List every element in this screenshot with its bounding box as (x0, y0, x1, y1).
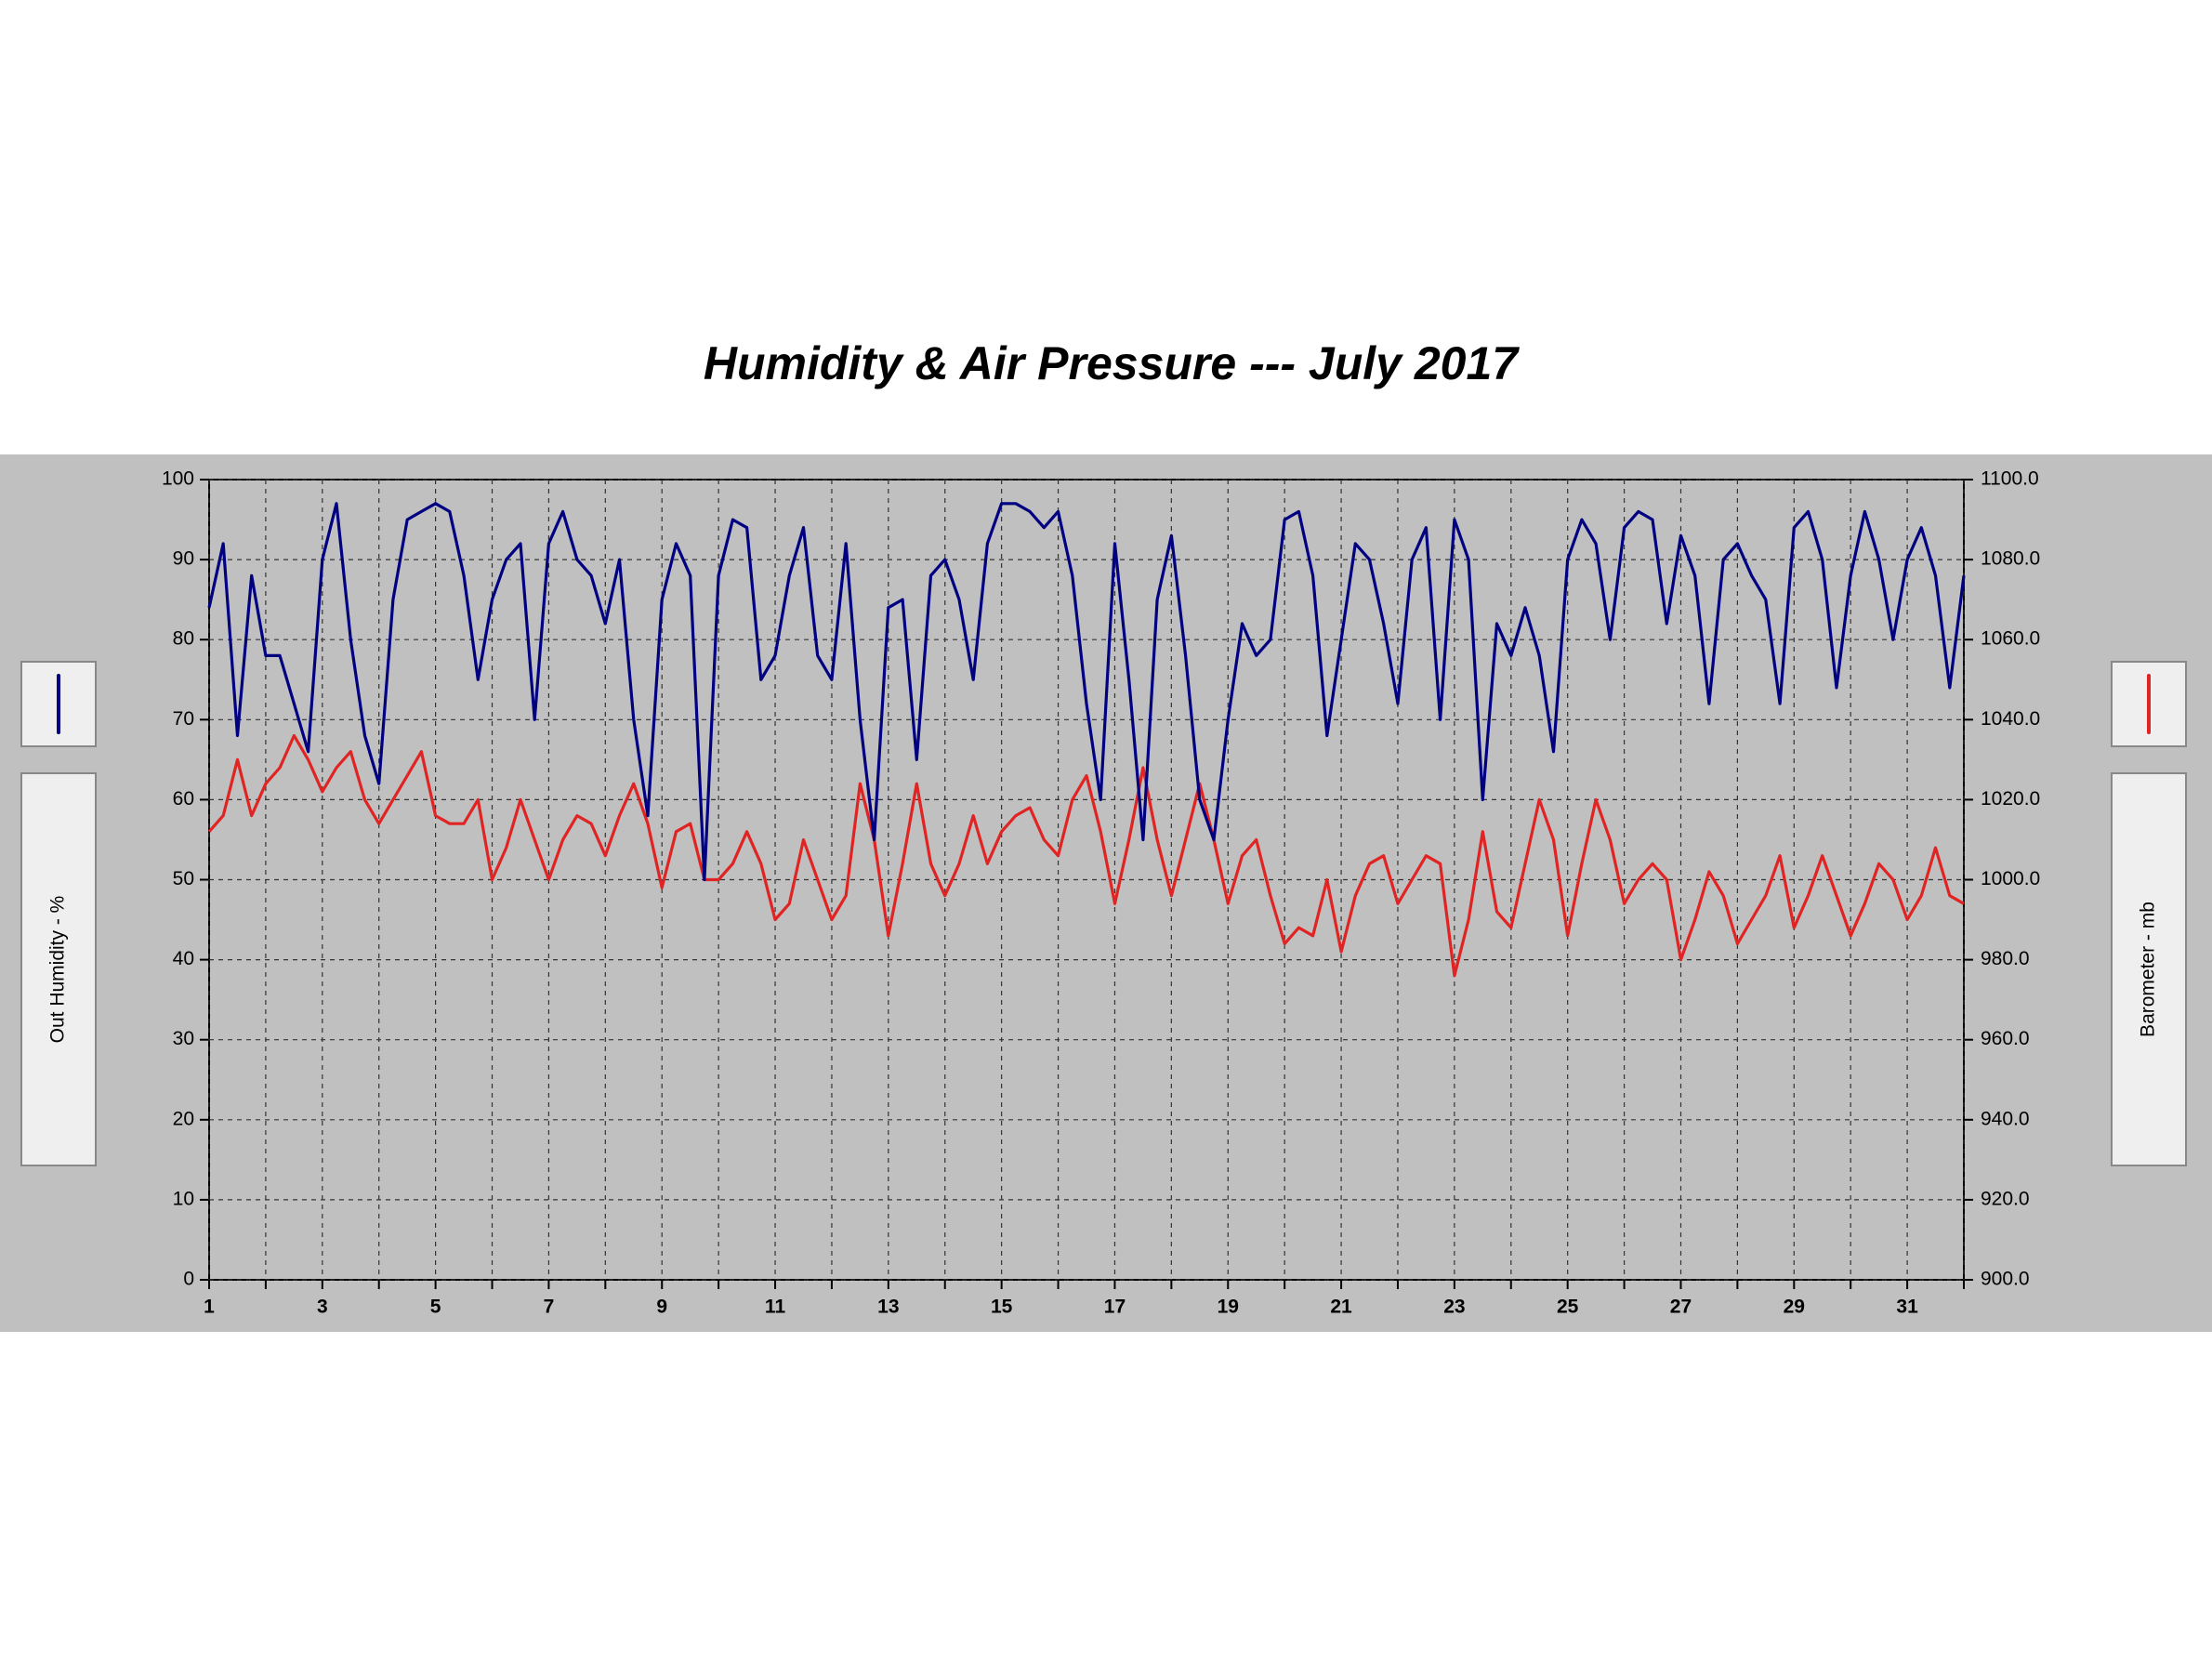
x-tick-label: 1 (204, 1297, 215, 1318)
chart-title: Humidity & Air Pressure --- July 2017 (704, 337, 1520, 389)
y2-tick-label: 1080.0 (1981, 548, 2040, 570)
y2-tick-label: 920.0 (1981, 1188, 2030, 1209)
series-line (207, 502, 1966, 882)
y2-tick-label: 1060.0 (1981, 628, 2040, 650)
y-tick-label: 30 (173, 1028, 194, 1049)
x-tick-label: 23 (1443, 1297, 1465, 1318)
y-tick-label: 70 (173, 708, 194, 730)
y-tick-label: 10 (173, 1188, 194, 1209)
y-tick-label: 60 (173, 788, 194, 810)
x-tick-label: 3 (317, 1297, 328, 1318)
x-tick-label: 25 (1557, 1297, 1579, 1318)
series-line (207, 733, 1965, 978)
y-tick-label: 80 (173, 628, 194, 650)
y-axis-label: Out Humidity - % (47, 896, 69, 1044)
y2-tick-label: 900.0 (1981, 1269, 2030, 1290)
x-tick-label: 7 (544, 1297, 555, 1318)
y-tick-label: 50 (173, 868, 194, 889)
x-tick-label: 13 (877, 1297, 899, 1318)
x-tick-label: 9 (656, 1297, 667, 1318)
x-tick-label: 5 (430, 1297, 441, 1318)
y2-tick-label: 1100.0 (1981, 468, 2039, 490)
y2-axis-label: Barometer - mb (2138, 902, 2159, 1037)
x-tick-label: 15 (991, 1297, 1013, 1318)
y2-tick-label: 980.0 (1981, 948, 2030, 969)
x-tick-label: 27 (1670, 1297, 1692, 1318)
y2-tick-label: 960.0 (1981, 1028, 2030, 1049)
y-tick-label: 20 (173, 1108, 194, 1129)
x-tick-label: 11 (765, 1297, 786, 1318)
y-tick-label: 100 (162, 468, 194, 490)
y2-tick-label: 1000.0 (1981, 868, 2040, 889)
y2-tick-label: 1040.0 (1981, 708, 2040, 730)
y2-tick-label: 940.0 (1981, 1108, 2030, 1129)
x-tick-label: 17 (1104, 1297, 1126, 1318)
x-tick-label: 31 (1896, 1297, 1918, 1318)
y-tick-label: 90 (173, 548, 194, 570)
x-tick-label: 19 (1218, 1297, 1239, 1318)
x-tick-label: 29 (1784, 1297, 1805, 1318)
y-tick-label: 0 (183, 1269, 194, 1290)
x-tick-label: 21 (1330, 1297, 1352, 1318)
axis-label-box (2111, 772, 2187, 1166)
y2-tick-label: 1020.0 (1981, 788, 2040, 810)
y-tick-label: 40 (173, 948, 194, 969)
axis-label-box (20, 772, 97, 1166)
